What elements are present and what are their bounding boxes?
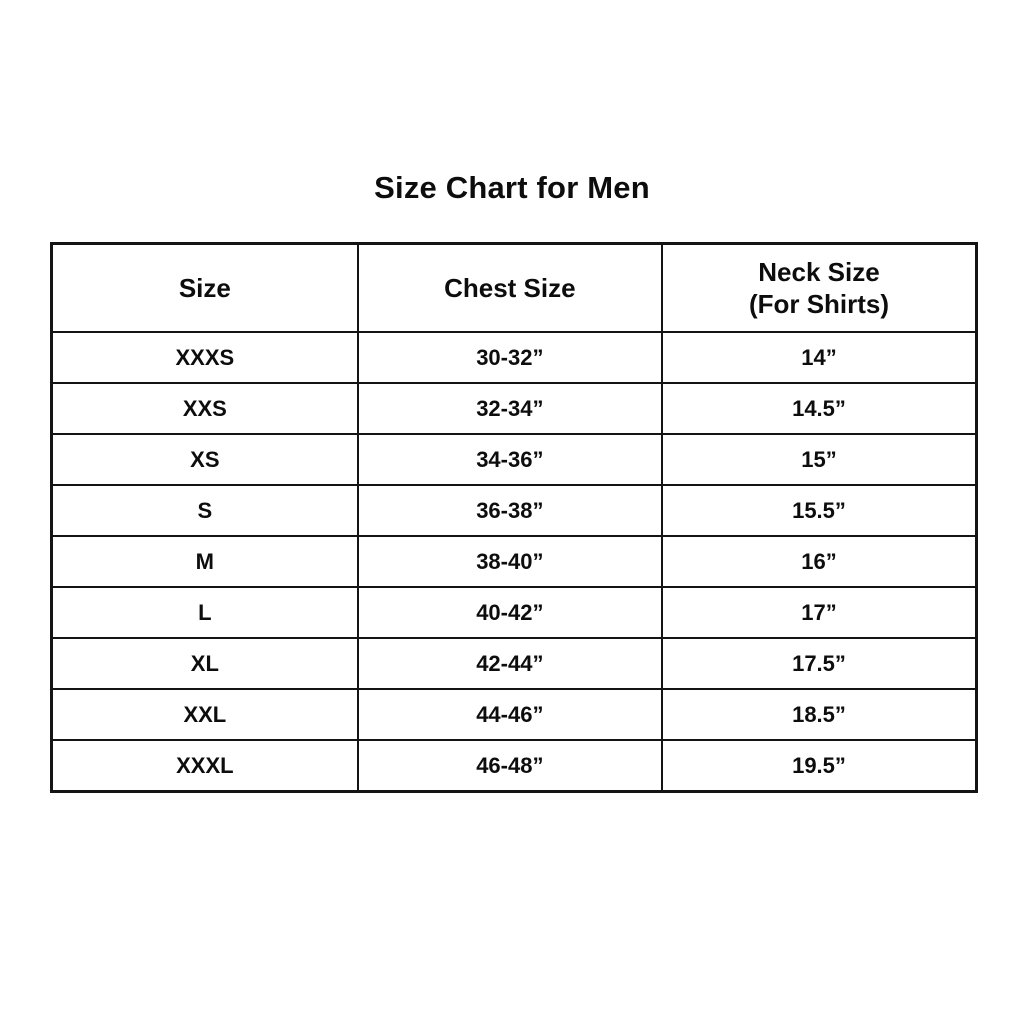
table-row: XXL 44-46” 18.5” [50, 688, 978, 741]
chest-size-cell: 32-34” [356, 382, 663, 435]
table-row: XXXL 46-48” 19.5” [50, 739, 978, 793]
size-cell: XXL [50, 688, 359, 741]
column-header-sublabel: (For Shirts) [748, 289, 890, 319]
page-title: Size Chart for Men [374, 170, 650, 205]
column-header-chest-size: Chest Size [356, 242, 663, 333]
table-body: XXXS 30-32” 14” XXS 32-34” 14.5” XS 34-3… [50, 331, 978, 793]
table-row: S 36-38” 15.5” [50, 484, 978, 537]
neck-size-cell: 15.5” [660, 484, 978, 537]
header-row: Size Chest Size Neck Size (For Shirts) [50, 242, 978, 333]
table-row: XS 34-36” 15” [50, 433, 978, 486]
chest-size-cell: 34-36” [356, 433, 663, 486]
column-header-size: Size [50, 242, 359, 333]
column-header-label: Neck Size [758, 256, 880, 287]
neck-size-cell: 14” [660, 331, 978, 384]
table-row: XL 42-44” 17.5” [50, 637, 978, 690]
chest-size-cell: 36-38” [356, 484, 663, 537]
size-cell: XXXL [50, 739, 359, 793]
size-cell: XXS [50, 382, 359, 435]
size-cell: XL [50, 637, 359, 690]
table-header: Size Chest Size Neck Size (For Shirts) [50, 242, 978, 333]
neck-size-cell: 19.5” [660, 739, 978, 793]
neck-size-cell: 18.5” [660, 688, 978, 741]
size-cell: M [50, 535, 359, 588]
column-header-label: Chest Size [444, 272, 576, 303]
table-row: M 38-40” 16” [50, 535, 978, 588]
chest-size-cell: 44-46” [356, 688, 663, 741]
neck-size-cell: 15” [660, 433, 978, 486]
chest-size-cell: 42-44” [356, 637, 663, 690]
neck-size-cell: 17.5” [660, 637, 978, 690]
neck-size-cell: 17” [660, 586, 978, 639]
size-cell: XXXS [50, 331, 359, 384]
chest-size-cell: 40-42” [356, 586, 663, 639]
column-header-neck-size: Neck Size (For Shirts) [660, 242, 978, 333]
neck-size-cell: 16” [660, 535, 978, 588]
chest-size-cell: 38-40” [356, 535, 663, 588]
size-chart-table: Size Chest Size Neck Size (For Shirts) X… [50, 242, 978, 793]
chest-size-cell: 30-32” [356, 331, 663, 384]
table-row: XXS 32-34” 14.5” [50, 382, 978, 435]
column-header-label: Size [178, 272, 231, 303]
neck-size-cell: 14.5” [660, 382, 978, 435]
size-cell: XS [50, 433, 359, 486]
table-row: XXXS 30-32” 14” [50, 331, 978, 384]
size-cell: L [50, 586, 359, 639]
size-cell: S [50, 484, 359, 537]
table-row: L 40-42” 17” [50, 586, 978, 639]
chest-size-cell: 46-48” [356, 739, 663, 793]
